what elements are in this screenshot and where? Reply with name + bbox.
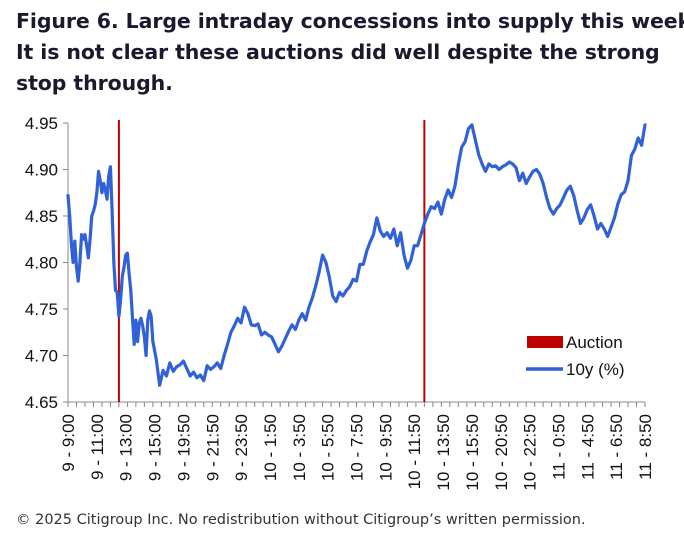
footer-copyright: © 2025 Citigroup Inc. No redistribution … xyxy=(16,512,586,528)
y-tick-label: 4.70 xyxy=(25,347,58,366)
y-tick-label: 4.95 xyxy=(25,114,58,133)
x-tick-label: 10 - 3:50 xyxy=(290,414,309,481)
x-axis: 9 - 9:00 9 - 11:00 9 - 13:00 9 - 15:00 9 - 1… xyxy=(59,401,655,491)
x-tick-label: 10 - 13:50 xyxy=(434,414,453,491)
figure-title: Figure 6. Large intraday concessions int… xyxy=(16,6,684,99)
legend-auction-swatch xyxy=(527,336,563,348)
x-tick-label: 9 - 11:00 xyxy=(88,414,107,480)
x-tick-label: 10 - 7:50 xyxy=(348,414,367,481)
auction-markers xyxy=(117,120,426,402)
title-line-3: stop through. xyxy=(16,71,173,95)
legend: Auction 10y (%) xyxy=(526,333,625,379)
line-chart: 4.954.904.854.804.754.704.65 9 - 9:00 9 -… xyxy=(25,114,655,491)
series-10y xyxy=(66,123,647,387)
y-tick-label: 4.90 xyxy=(25,161,58,180)
x-tick-label: 10 - 9:50 xyxy=(376,414,395,481)
x-tick-label: 9 - 19:50 xyxy=(174,414,193,481)
y-tick-label: 4.75 xyxy=(25,300,58,319)
x-tick-label: 11 - 4:50 xyxy=(578,414,597,480)
title-line-2: It is not clear these auctions did well … xyxy=(16,40,660,64)
y-axis: 4.95 4.90 4.85 4.80 4.75 4.70 4.65 xyxy=(25,114,69,412)
x-tick-label: 9 - 21:50 xyxy=(203,414,222,481)
x-tick-label: 9 - 9:00 xyxy=(59,414,78,472)
x-tick-label: 10 - 11:50 xyxy=(405,414,424,489)
x-tick-label: 10 - 15:50 xyxy=(463,414,482,491)
y-tick-label: 4.85 xyxy=(25,207,58,226)
x-tick-label: 10 - 5:50 xyxy=(319,414,338,481)
series-line-10y xyxy=(66,123,647,387)
x-tick-label: 10 - 1:50 xyxy=(261,414,280,481)
y-tick-label: 4.80 xyxy=(25,254,58,273)
x-tick-label: 11 - 6:50 xyxy=(607,414,626,480)
x-tick-label: 9 - 13:00 xyxy=(117,414,136,481)
x-tick-label: 11 - 0:50 xyxy=(549,414,568,480)
legend-auction-label: Auction xyxy=(566,333,623,352)
x-tick-label: 9 - 23:50 xyxy=(232,414,251,481)
legend-10y-label: 10y (%) xyxy=(566,360,625,379)
x-tick-label: 10 - 22:50 xyxy=(521,414,540,491)
title-line-1: Figure 6. Large intraday concessions int… xyxy=(16,9,684,33)
y-tick-label: 4.65 xyxy=(25,393,58,412)
x-tick-label: 9 - 15:00 xyxy=(146,414,165,481)
x-tick-label: 11 - 8:50 xyxy=(636,414,655,480)
x-tick-label: 10 - 20:50 xyxy=(492,414,511,491)
